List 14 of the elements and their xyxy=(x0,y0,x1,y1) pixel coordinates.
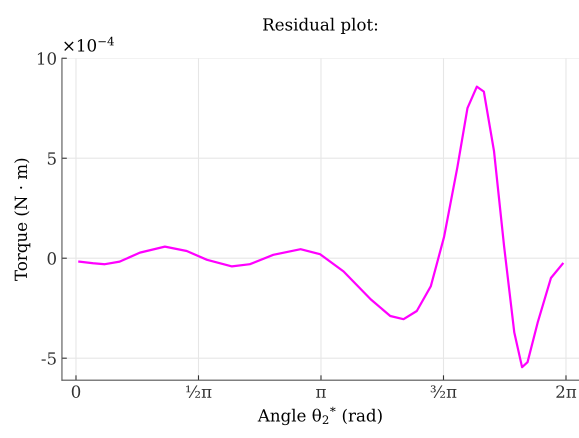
y-axis-title: Torque (N · m) xyxy=(14,158,30,281)
x-tick-label: ½π xyxy=(186,385,212,398)
y-tick-label: 0 xyxy=(48,252,56,265)
line-series xyxy=(78,86,564,368)
y-tick-label: -5 xyxy=(42,352,56,365)
chart-title: Residual plot: xyxy=(263,18,378,34)
x-tick-label: ³⁄₂π xyxy=(430,385,456,398)
x-tick-label: 0 xyxy=(72,385,80,398)
x-axis-title: Angle θ$_{2}$$^{*}$ (rad) xyxy=(258,406,382,426)
text: ×10$^{−4}$ xyxy=(64,36,114,52)
y-tick-label: 5 xyxy=(48,152,56,165)
x-tick-label: π xyxy=(316,389,326,398)
y-tick-label: 10 xyxy=(38,52,56,65)
x-tick-label: 2π xyxy=(556,385,576,398)
